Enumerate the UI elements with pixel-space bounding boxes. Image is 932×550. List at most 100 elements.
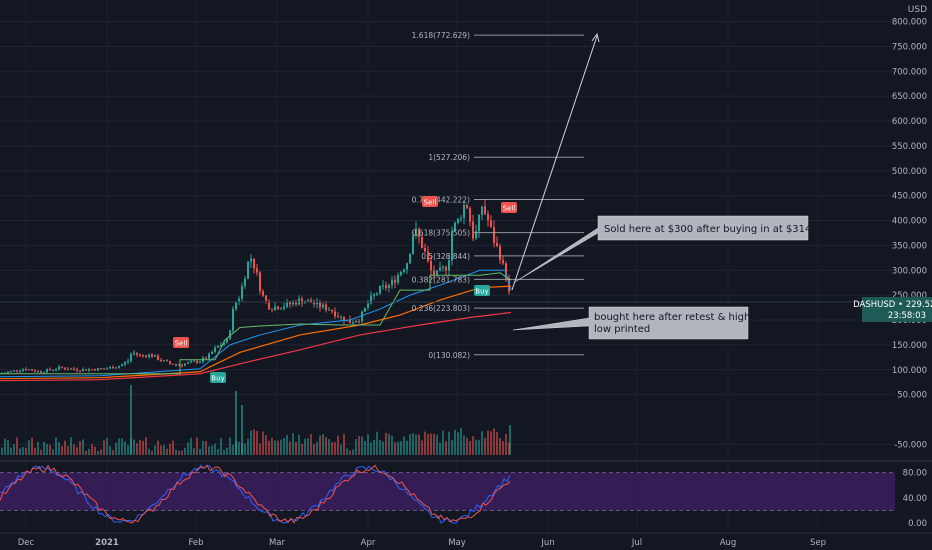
volume-bar bbox=[451, 440, 453, 455]
time-tick: Jul bbox=[631, 538, 642, 548]
candle-body bbox=[130, 354, 132, 361]
volume-bar bbox=[157, 440, 159, 455]
stoch-k-line bbox=[0, 464, 511, 524]
ema-red bbox=[0, 311, 512, 382]
volume-bar bbox=[136, 443, 138, 455]
candle-body bbox=[226, 338, 228, 343]
volume-bar bbox=[385, 432, 387, 455]
volume-bar bbox=[214, 443, 216, 455]
volume-bar bbox=[394, 442, 396, 455]
candle-body bbox=[115, 367, 117, 369]
candle-body bbox=[238, 298, 240, 303]
candle-body bbox=[337, 316, 339, 318]
volume-bar bbox=[7, 440, 9, 455]
projection-arrowhead bbox=[591, 32, 600, 43]
price-tick: 50.000 bbox=[897, 391, 927, 401]
volume-bar bbox=[31, 438, 33, 455]
candle-body bbox=[205, 357, 207, 359]
signal-badge bbox=[501, 202, 517, 213]
volume-bar bbox=[256, 430, 258, 455]
fib-label: 1.618(772.629) bbox=[412, 31, 470, 40]
signal-label: Buy bbox=[211, 375, 224, 383]
volume-bar bbox=[187, 442, 189, 455]
stoch-d-line bbox=[0, 464, 511, 524]
candle-body bbox=[316, 301, 318, 305]
volume-bar bbox=[265, 435, 267, 455]
volume-bar bbox=[190, 437, 192, 455]
candle-body bbox=[403, 269, 405, 272]
volume-bar bbox=[310, 434, 312, 455]
candle-body bbox=[277, 306, 279, 310]
candle-body bbox=[499, 246, 501, 261]
fib-label: 0.618(375.505) bbox=[412, 229, 470, 238]
candle-body bbox=[415, 228, 417, 236]
candle-body bbox=[94, 369, 96, 371]
candle-body bbox=[232, 308, 234, 331]
candle-body bbox=[478, 214, 480, 232]
candle-body bbox=[229, 330, 231, 339]
candle-body bbox=[268, 300, 270, 310]
volume-bar bbox=[163, 445, 165, 455]
volume-bar bbox=[250, 430, 252, 455]
volume-bar bbox=[286, 434, 288, 455]
candle-body bbox=[373, 294, 375, 296]
candle-body bbox=[304, 301, 306, 304]
time-axis[interactable]: Dec 2021 Feb Mar Apr May Jun Jul Aug Sep bbox=[18, 538, 826, 548]
volume-bar bbox=[25, 447, 27, 455]
volume-bars bbox=[1, 385, 511, 455]
volume-bar bbox=[229, 437, 231, 455]
price-tick: 300.000 bbox=[892, 266, 927, 276]
candle-body bbox=[397, 275, 399, 283]
candle-body bbox=[175, 364, 177, 366]
candle-body bbox=[388, 285, 390, 288]
volume-bar bbox=[334, 442, 336, 455]
price-tick: 500.000 bbox=[892, 167, 927, 177]
candle-body bbox=[469, 208, 471, 222]
candle-body bbox=[475, 231, 477, 239]
signal-label: Sell bbox=[503, 205, 516, 213]
candle-body bbox=[40, 371, 42, 373]
volume-bar bbox=[142, 440, 144, 455]
time-tick: Jun bbox=[540, 538, 554, 548]
volume-bar bbox=[337, 435, 339, 455]
volume-bar bbox=[268, 440, 270, 455]
volume-bar bbox=[325, 437, 327, 455]
volume-bar bbox=[55, 437, 57, 455]
annotation-text: low printed bbox=[594, 324, 650, 335]
candle-body bbox=[265, 295, 267, 301]
candle-body bbox=[193, 360, 195, 362]
volume-bar bbox=[244, 443, 246, 455]
volume-bar bbox=[145, 437, 147, 455]
candle-body bbox=[103, 368, 105, 370]
candle-body bbox=[376, 293, 378, 295]
volume-bar bbox=[292, 433, 294, 455]
price-tick: 150.000 bbox=[892, 341, 927, 351]
volume-bar bbox=[505, 433, 507, 455]
volume-bar bbox=[424, 431, 426, 455]
time-tick: Dec bbox=[18, 538, 35, 548]
volume-bar bbox=[403, 436, 405, 455]
signal-buy: Buy bbox=[474, 285, 490, 296]
volume-bar bbox=[22, 447, 24, 455]
volume-bar bbox=[88, 448, 90, 455]
rsi-axis[interactable]: 80.00 40.00 0.00 bbox=[903, 469, 927, 529]
volume-bar bbox=[307, 438, 309, 455]
price-tick: 450.000 bbox=[892, 192, 927, 202]
volume-bar bbox=[91, 444, 93, 455]
candle-body bbox=[208, 353, 210, 359]
volume-bar bbox=[346, 448, 348, 455]
candle-body bbox=[196, 360, 198, 363]
volume-bar bbox=[298, 434, 300, 455]
candle-body bbox=[19, 370, 21, 372]
candle-body bbox=[118, 366, 120, 368]
volume-bar bbox=[397, 441, 399, 455]
volume-bar bbox=[445, 441, 447, 455]
candle-body bbox=[322, 304, 324, 308]
time-tick: 2021 bbox=[95, 538, 119, 548]
volume-bar bbox=[127, 445, 129, 455]
candle-body bbox=[352, 322, 354, 324]
candle-body bbox=[331, 309, 333, 312]
candle-body bbox=[67, 369, 69, 371]
candle-body bbox=[166, 360, 168, 362]
